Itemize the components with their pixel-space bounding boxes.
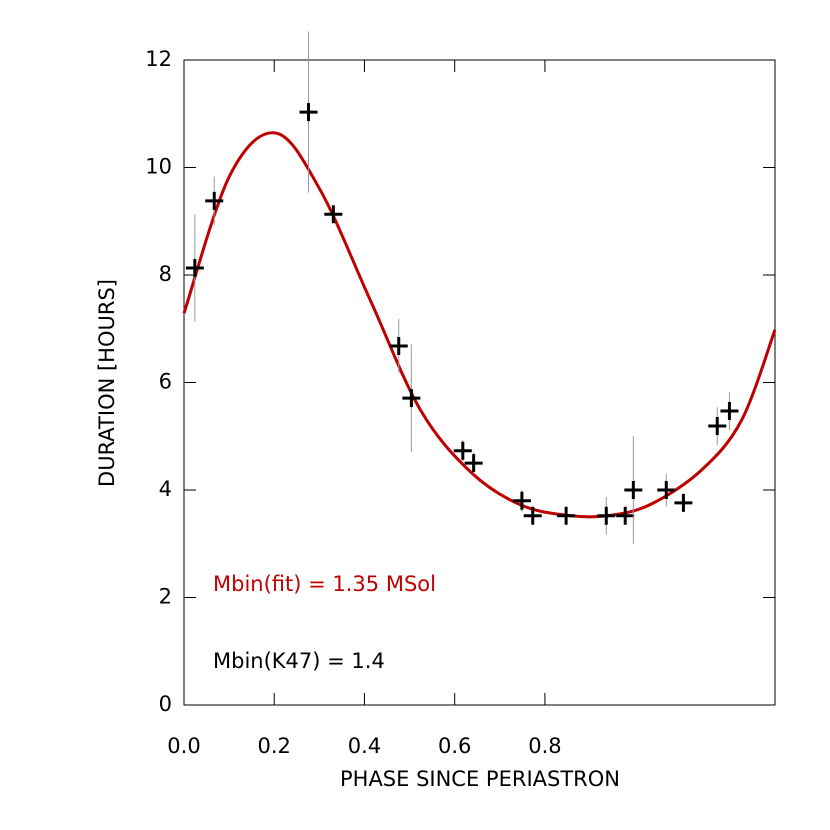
data-point	[185, 259, 204, 278]
x-tick-label: 0.8	[528, 734, 561, 758]
data-point	[657, 481, 676, 499]
plot-frame	[183, 59, 776, 706]
x-tick-label: 0.2	[258, 734, 291, 758]
y-tick-label: 10	[145, 155, 172, 179]
data-point	[464, 454, 483, 473]
y-tick-label: 0	[159, 692, 172, 716]
data-point	[720, 401, 739, 420]
y-tick-label: 12	[145, 47, 172, 71]
data-point	[624, 481, 643, 499]
data-point	[597, 506, 616, 525]
annotation: Mbin(K47) = 1.4	[213, 649, 385, 673]
annotation: Mbin(fit) = 1.35 MSol	[213, 572, 436, 596]
data-point	[389, 336, 408, 355]
y-tick-label: 8	[159, 262, 172, 286]
x-axis-label: PHASE SINCE PERIASTRON	[340, 767, 620, 791]
fit-line	[182, 131, 777, 519]
data-point	[205, 191, 224, 210]
x-tick-label: 0.4	[348, 734, 381, 758]
data-point	[674, 493, 693, 512]
x-tick-label: 0.6	[438, 734, 471, 758]
data-point	[324, 205, 343, 224]
y-tick-label: 6	[159, 370, 172, 394]
data-point	[708, 417, 727, 436]
data-point	[402, 389, 421, 408]
x-tick-label: 0.0	[167, 734, 200, 758]
y-tick-label: 2	[159, 585, 172, 609]
data-point	[299, 103, 318, 122]
y-tick-label: 4	[159, 477, 172, 501]
data-point	[453, 441, 472, 460]
y-axis-label: DURATION [HOURS]	[95, 279, 119, 487]
data-point	[616, 506, 635, 525]
data-point	[523, 506, 542, 525]
data-point	[557, 506, 576, 525]
data-point	[512, 491, 531, 510]
